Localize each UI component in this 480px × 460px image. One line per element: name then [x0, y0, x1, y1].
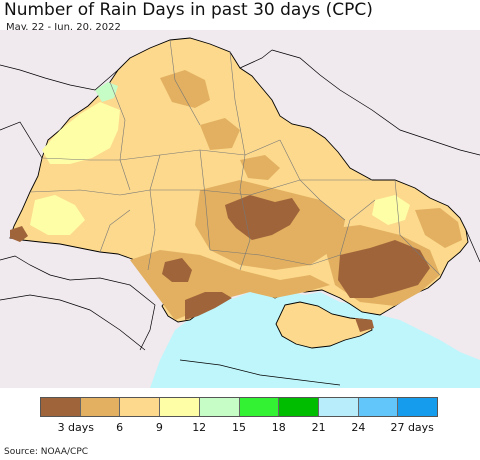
legend-tick-label: 6: [116, 421, 124, 434]
dark-zone-east: [338, 240, 430, 298]
rain-days-map: [0, 30, 480, 388]
legend-color-bar: [40, 397, 438, 417]
legend-swatch: [160, 398, 200, 416]
legend-tick-label: 18: [271, 421, 286, 434]
mid-zone-far-east: [415, 208, 462, 248]
light-zone-southwest: [30, 195, 85, 235]
dark-zone-west: [10, 226, 28, 242]
map-title: Number of Rain Days in past 30 days (CPC…: [4, 0, 373, 20]
legend-swatch: [199, 398, 240, 416]
legend-swatch: [41, 398, 81, 416]
legend-swatch: [239, 398, 280, 416]
neighbor-borders: [0, 49, 480, 386]
oblast-boundaries: [29, 39, 441, 276]
source-credit: Source: NOAA/CPC: [4, 447, 89, 457]
legend-tick-label: 21: [311, 421, 326, 434]
mid-zone-northeast: [240, 155, 280, 180]
light-zone-east: [372, 195, 410, 225]
dark-zone-south: [162, 258, 192, 282]
legend-tick-label: 12: [192, 421, 207, 434]
legend-swatch: [279, 398, 319, 416]
legend-tick-label: 3 days: [57, 421, 95, 434]
legend-swatch: [318, 398, 359, 416]
dark-zone-central: [225, 195, 300, 240]
legend-swatch: [80, 398, 121, 416]
crimea: [275, 301, 373, 349]
legend-swatch: [358, 398, 399, 416]
legend-tick-label: 9: [155, 421, 163, 434]
legend-tick-label: 27 days: [390, 421, 434, 434]
light-zone-west: [42, 102, 120, 164]
dark-zone-coast: [185, 292, 232, 320]
legend-ticks: 3 days 6 9 12 15 18 21 24 27 days: [0, 421, 480, 435]
mid-zone-north2: [200, 118, 240, 150]
legend-swatch: [120, 398, 161, 416]
legend-tick-label: 15: [232, 421, 246, 434]
mid-zone-north: [160, 70, 210, 108]
legend-tick-label: 24: [351, 421, 366, 434]
dark-zone-crimea: [355, 318, 374, 332]
legend-swatch: [398, 398, 438, 416]
date-range: May. 22 - Jun. 20, 2022: [6, 22, 121, 33]
